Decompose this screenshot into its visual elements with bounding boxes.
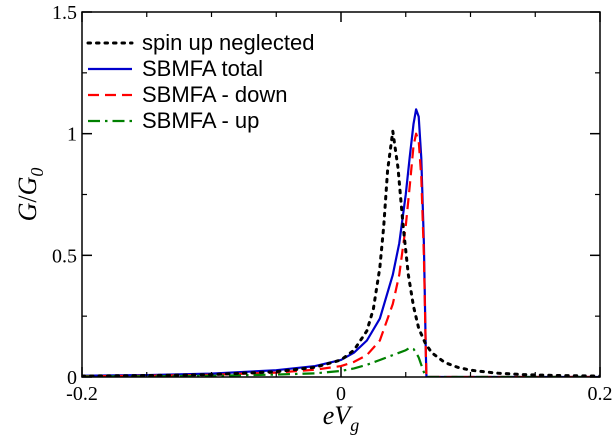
y-tick-label: 0.5 [52,245,77,267]
legend-label-2: SBMFA total [142,56,263,81]
y-tick-label: 1 [67,124,77,146]
axes-layer: -0.2 0 0.200.511.5 [52,2,613,405]
series-line-4 [82,346,600,377]
y-tick-label: 0 [67,367,77,389]
legend-label-4: SBMFA - up [142,108,259,133]
y-axis-label: G/G0 [13,168,47,222]
x-tick-label: 0 [336,383,346,405]
x-axis-label: eVg [323,401,359,435]
axis-labels: eVg G/G0 [13,168,359,435]
series-line-1 [82,129,600,377]
series-layer [82,108,600,377]
y-tick-label: 1.5 [52,2,77,24]
legend-label-1: spin up neglected [142,30,314,55]
series-line-2 [82,108,600,377]
x-tick-label: -0.2 [66,383,98,405]
x-tick-label: 0.2 [588,383,613,405]
series-line-3 [82,132,600,377]
legend-label-3: SBMFA - down [142,82,288,107]
